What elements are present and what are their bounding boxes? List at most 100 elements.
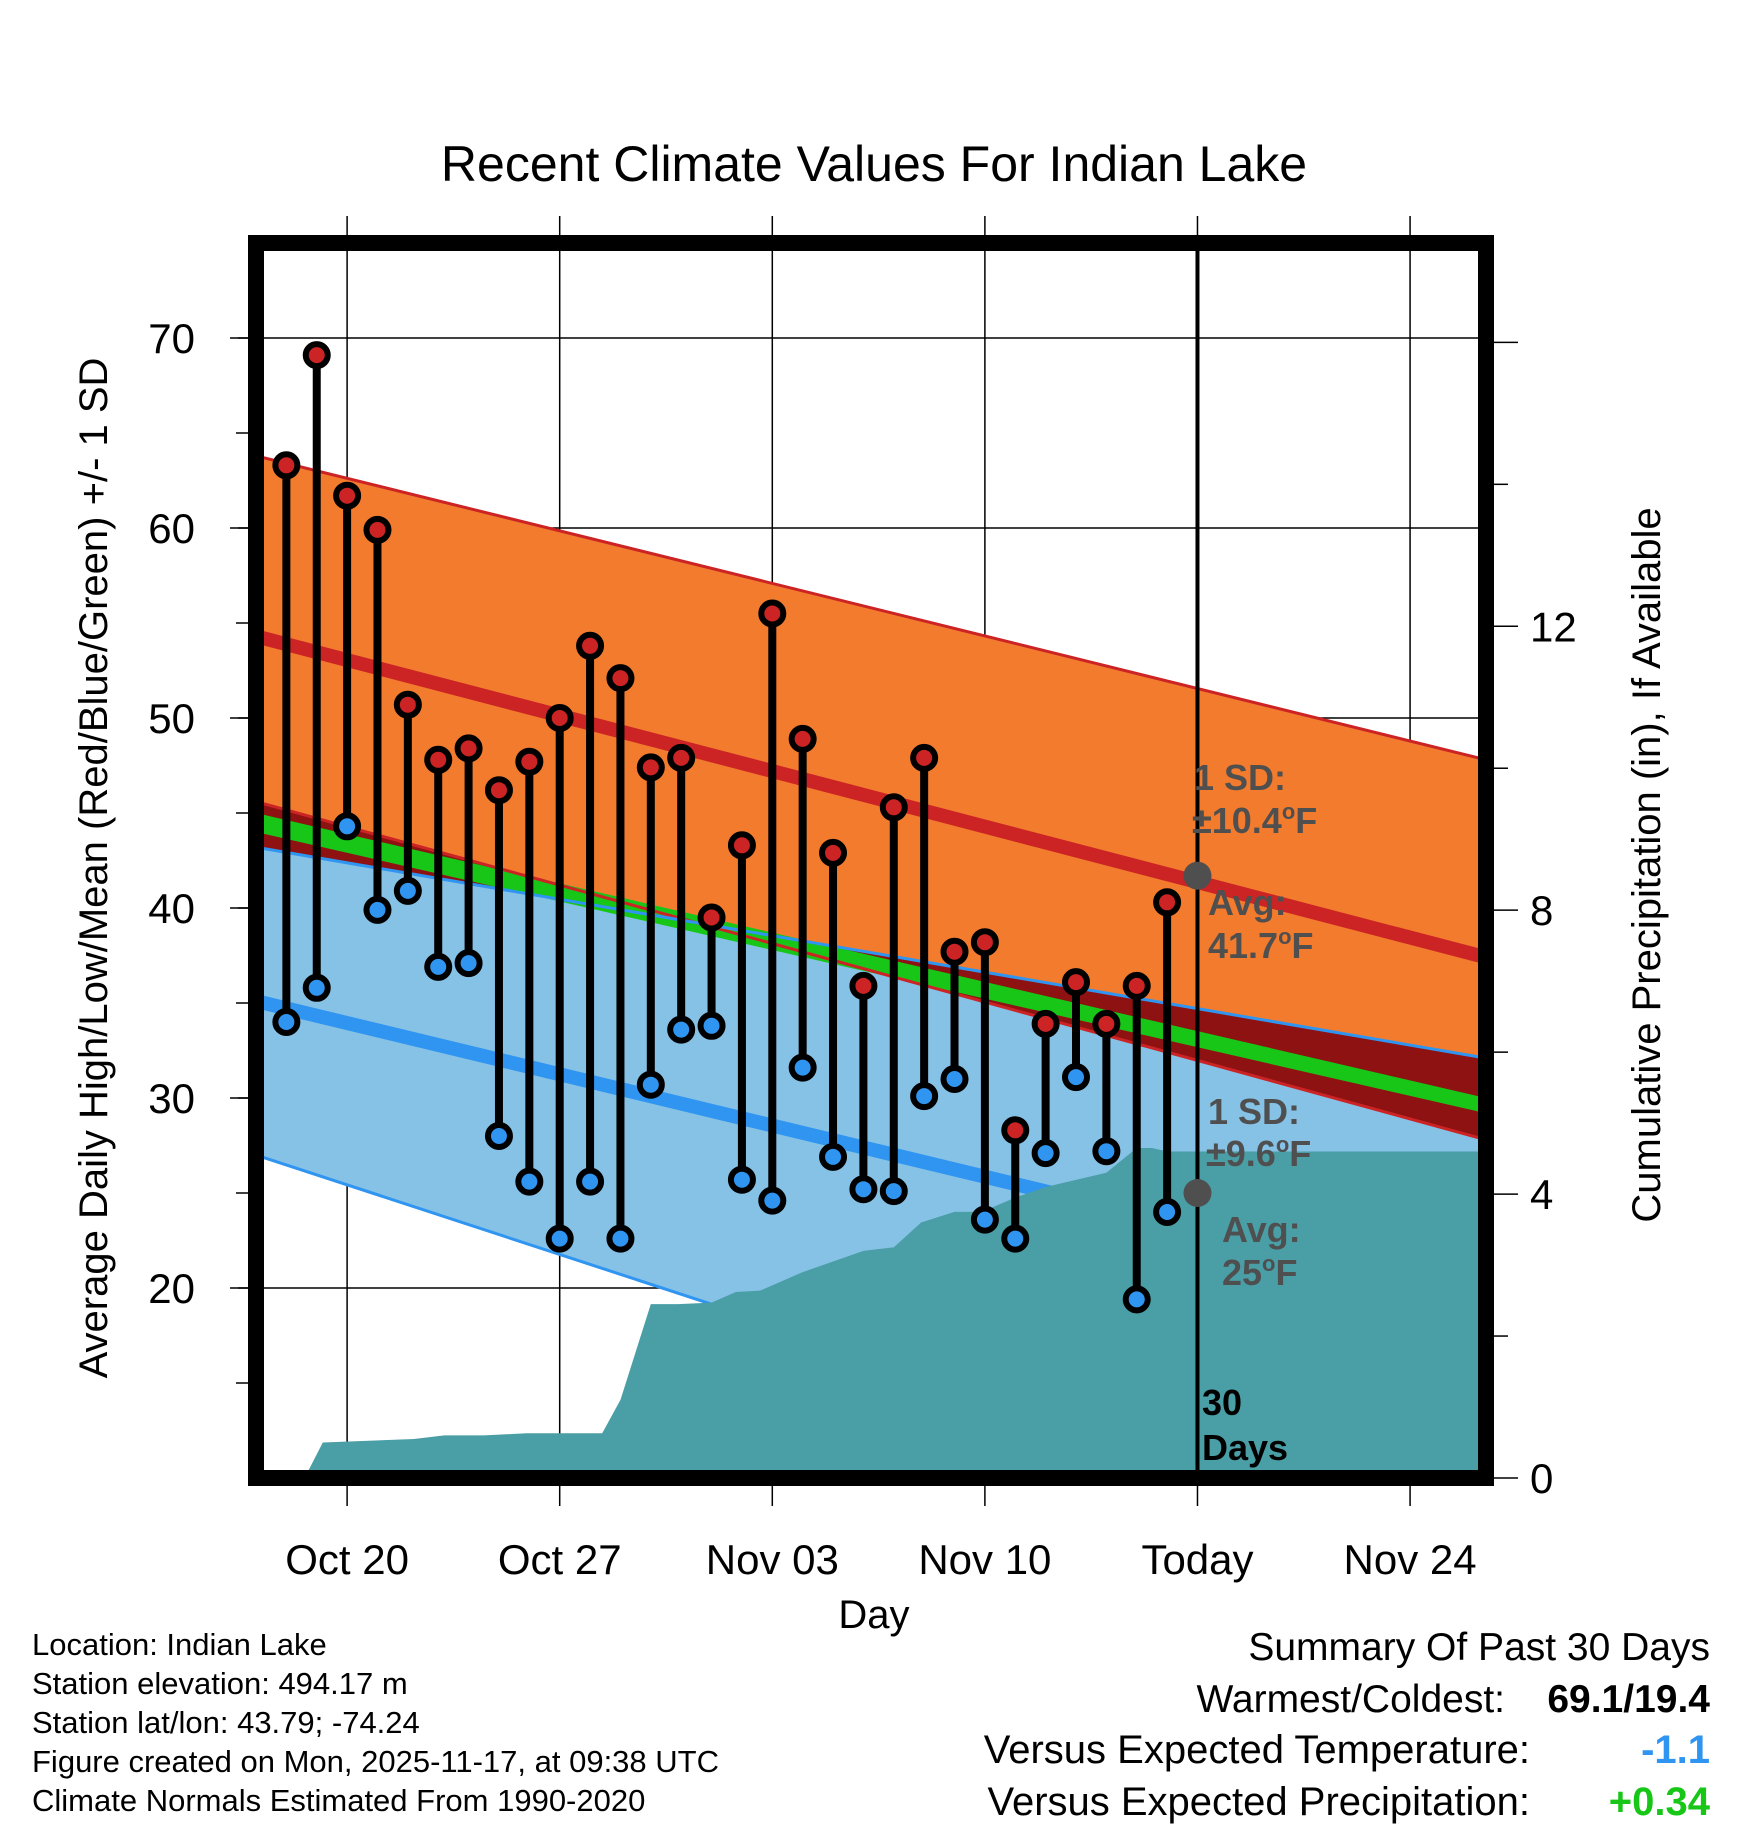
daily-high-point (819, 838, 848, 867)
y2-tick-label: 8 (1530, 887, 1553, 934)
daily-low-point (272, 1008, 301, 1036)
daily-low-point (454, 949, 483, 978)
daily-low-point (1092, 1137, 1121, 1166)
daily-low-point (667, 1015, 696, 1044)
daily-low-point (1062, 1063, 1090, 1092)
daily-low-point (302, 973, 331, 1002)
daily-low-point (970, 1205, 999, 1234)
created-text: Figure created on Mon, 2025-11-17, at 09… (32, 1744, 719, 1779)
latlon-text: Station lat/lon: 43.79; -74.24 (32, 1705, 420, 1740)
summary-title: Summary Of Past 30 Days (810, 1626, 1710, 1678)
daily-high-point (849, 971, 878, 1000)
daily-high-point (576, 631, 605, 660)
daily-high-point (636, 753, 665, 782)
y2-tick-label: 12 (1530, 603, 1577, 650)
daily-low-point (576, 1167, 605, 1196)
daily-low-point (606, 1224, 635, 1253)
y2-tick-label: 0 (1530, 1455, 1553, 1502)
high-avg-marker (1183, 861, 1212, 890)
summary-warmest-row: Warmest/Coldest: 69.1/19.4 (810, 1678, 1710, 1728)
daily-low-point (1153, 1198, 1182, 1226)
summary-precip-row: Versus Expected Precipitation: +0.34 (810, 1780, 1710, 1832)
daily-high-point (333, 481, 362, 510)
daily-low-point (910, 1082, 939, 1111)
daily-low-point (636, 1070, 665, 1099)
daily-low-point (424, 952, 453, 981)
y-tick-label: 60 (148, 505, 195, 552)
low-sd-label: 1 SD: (1208, 1091, 1300, 1132)
high-normal-line (256, 629, 1486, 965)
chart-title: Recent Climate Values For Indian Lake (441, 136, 1307, 192)
x-tick-label: Nov 03 (706, 1536, 839, 1583)
daily-high-point (302, 341, 331, 370)
daily-high-point (272, 451, 301, 480)
daily-high-point (1122, 971, 1151, 1000)
daily-low-point (727, 1165, 756, 1194)
daily-high-point (697, 903, 726, 932)
daily-low-point (758, 1186, 787, 1215)
daily-low-point (1001, 1224, 1030, 1253)
daily-high-point (940, 937, 969, 966)
daily-low-point (697, 1011, 726, 1040)
warmest-label: Warmest/Coldest: (1196, 1678, 1505, 1721)
daily-high-point (788, 724, 817, 753)
plot-area (256, 243, 1486, 1478)
daily-high-point (484, 776, 513, 805)
daily-low-point (545, 1224, 574, 1253)
daily-low-point (879, 1177, 908, 1206)
y2-axis-label: Cumulative Precipitation (in), If Availa… (1625, 507, 1669, 1222)
daily-high-point (1001, 1116, 1030, 1145)
daily-high-point (667, 743, 696, 772)
y2-tick-label: 4 (1530, 1171, 1553, 1218)
x-tick-label: Today (1141, 1536, 1253, 1583)
high-avg-label: Avg: (1208, 882, 1287, 923)
y-tick-label: 50 (148, 695, 195, 742)
low-avg-marker (1183, 1179, 1212, 1207)
high-lower-edge (256, 800, 1486, 1142)
elevation-text: Station elevation: 494.17 m (32, 1666, 408, 1701)
low-sd-value: ±9.6oF (1206, 1132, 1311, 1174)
y-tick-label: 20 (148, 1265, 195, 1312)
y-tick-label: 70 (148, 315, 195, 362)
daily-high-point (1092, 1009, 1121, 1038)
daily-low-point (940, 1065, 969, 1093)
daily-high-point (970, 928, 999, 957)
low-avg-value: 25oF (1222, 1251, 1298, 1293)
daily-low-point (333, 812, 362, 841)
plot-frame (248, 235, 1494, 1486)
y-tick-label: 40 (148, 885, 195, 932)
daily-low-point (515, 1167, 544, 1196)
daily-high-point (879, 793, 908, 822)
daily-high-point (545, 704, 574, 732)
temp-value: -1.1 (1641, 1728, 1710, 1772)
high-upper-edge (256, 454, 1486, 762)
daily-high-point (515, 747, 544, 776)
summary-temp-row: Versus Expected Temperature: -1.1 (810, 1728, 1710, 1780)
x-tick-label: Nov 10 (918, 1536, 1051, 1583)
low-upper-edge (256, 845, 1486, 1060)
daily-low-point (849, 1175, 878, 1204)
daily-high-point (424, 745, 453, 774)
daily-low-point (788, 1053, 817, 1082)
warmest-value: 69.1/19.4 (1547, 1678, 1710, 1721)
daily-high-point (1062, 968, 1090, 997)
daily-low-point (819, 1142, 848, 1171)
summary-panel: Summary Of Past 30 Days Warmest/Coldest:… (810, 1626, 1710, 1832)
daily-high-point (910, 743, 939, 772)
precip-value: +0.34 (1608, 1780, 1710, 1824)
daily-high-point (1153, 888, 1182, 917)
precip-area (304, 1147, 1486, 1478)
precip-label: Versus Expected Precipitation: (987, 1780, 1530, 1824)
daily-high-point (454, 734, 483, 763)
normals-text: Climate Normals Estimated From 1990-2020 (32, 1783, 646, 1818)
axes: 20 30 40 50 60 70 0 4 8 12 Oct 20 Oct 27 Nov 03 Nov 1… (148, 235, 1577, 1583)
low-avg-label: Avg: (1222, 1209, 1301, 1250)
daily-low-point (1031, 1139, 1060, 1168)
daily-high-point (758, 599, 787, 628)
daily-low-point (1122, 1285, 1151, 1314)
x-tick-label: Nov 24 (1344, 1536, 1477, 1583)
high-sd-value: ±10.4oF (1192, 799, 1317, 841)
station-info: Location: Indian Lake Station elevation:… (32, 1625, 719, 1820)
daily-low-point (393, 876, 422, 905)
